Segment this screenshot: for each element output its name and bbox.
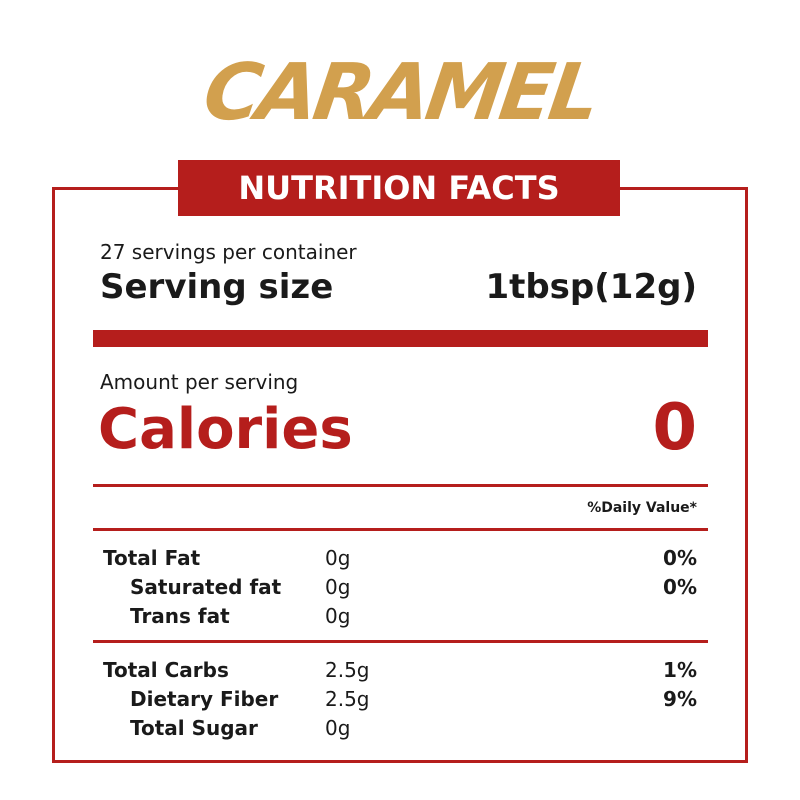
nutrient-sub-name: Trans fat (130, 604, 230, 628)
serving-size-value: 1tbsp(12g) (485, 267, 697, 307)
nutrient-sub-name: Total Sugar (130, 716, 258, 740)
brand-title: CARAMEL (198, 48, 602, 138)
nutrient-amount: 0g (325, 546, 351, 570)
rule (93, 640, 708, 643)
servings: 27 servings per container (100, 240, 357, 264)
daily-value: 9% (663, 687, 697, 711)
calories-label: Calories (98, 397, 353, 462)
daily-value: 1% (663, 658, 697, 682)
thick-rule (93, 330, 708, 347)
nutrient-amount: 2.5g (325, 687, 370, 711)
nutrient-sub-name: Saturated fat (130, 575, 282, 599)
nutrient-amount: 2.5g (325, 658, 370, 682)
header-banner (178, 160, 620, 216)
amount-per-serving: Amount per serving (100, 370, 299, 394)
daily-value: 0% (663, 546, 697, 570)
nutrient-amount: 0g (325, 604, 351, 628)
daily-value: 0% (663, 575, 697, 599)
rule (93, 528, 708, 531)
rule (93, 484, 708, 487)
nutrient-amount: 0g (325, 575, 351, 599)
header-title: NUTRITION FACTS (238, 169, 560, 207)
nutrient-name: Total Carbs (103, 658, 229, 682)
nutrient-name: Total Fat (103, 546, 201, 570)
calories-value: 0 (652, 391, 697, 465)
nutrient-amount: 0g (325, 716, 351, 740)
daily-value-header: %Daily Value* (587, 500, 697, 516)
serving-size-label: Serving size (100, 267, 334, 307)
nutrient-sub-name: Dietary Fiber (130, 687, 279, 711)
